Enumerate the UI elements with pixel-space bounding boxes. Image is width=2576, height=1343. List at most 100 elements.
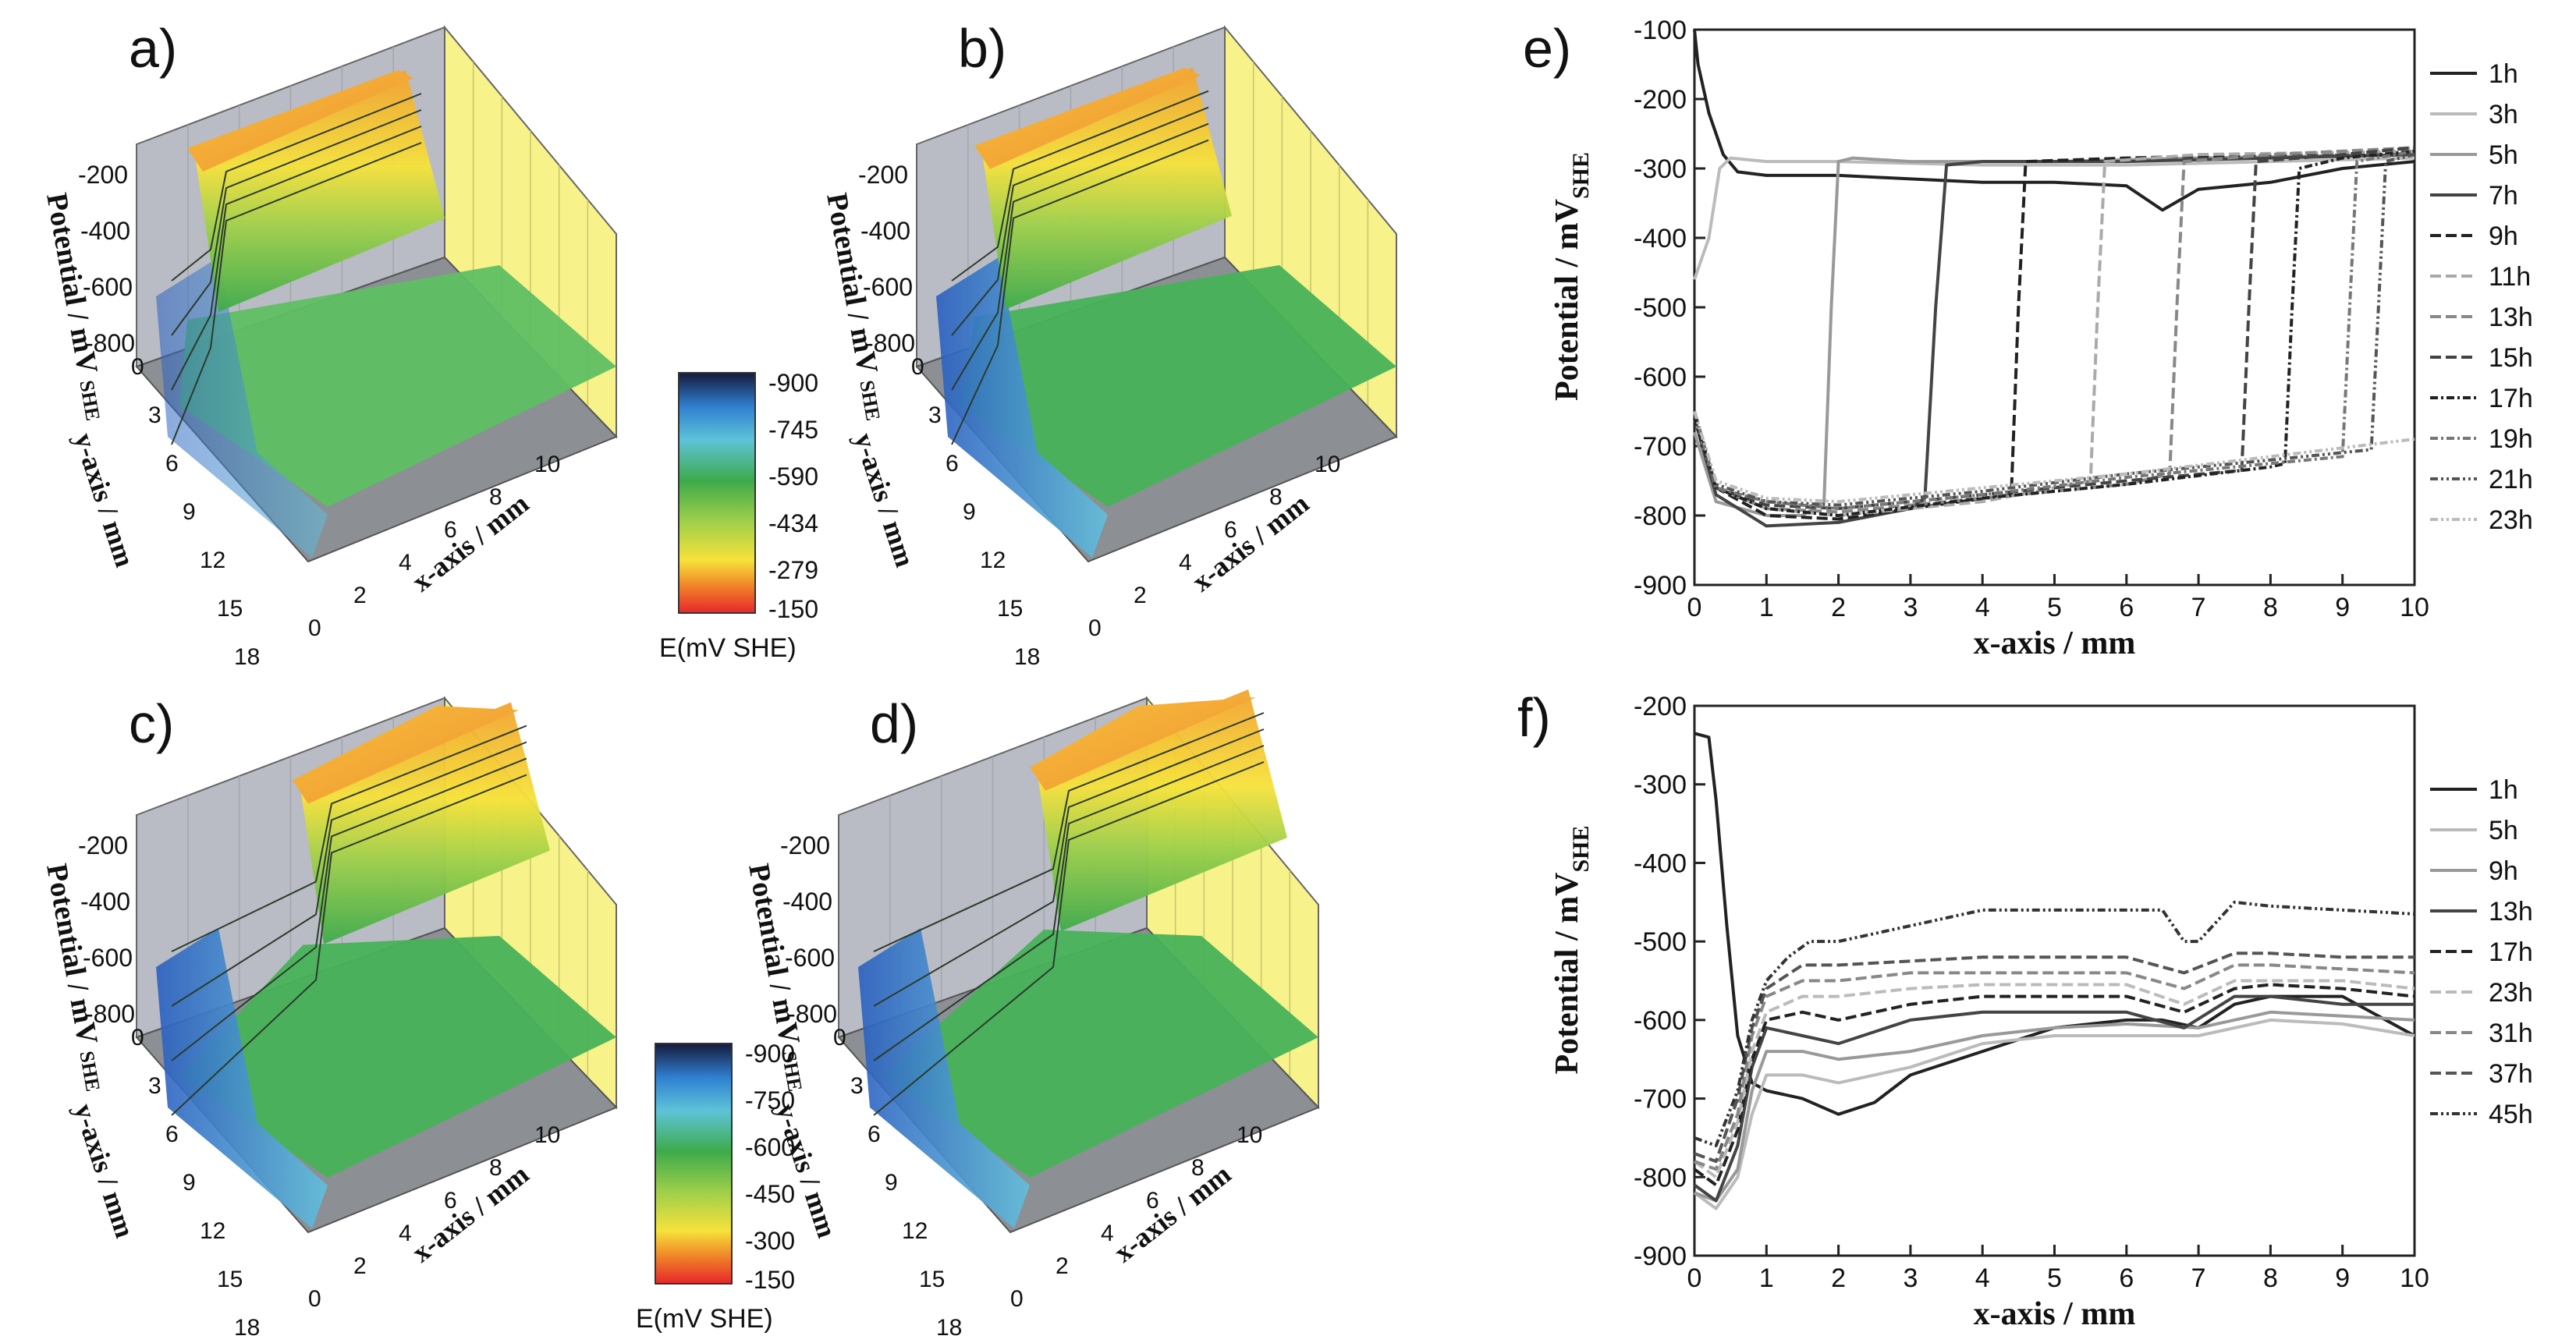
y-tick-label: 0 — [131, 354, 144, 380]
legend-label: 7h — [2489, 181, 2518, 211]
x-tick-label: 6 — [2119, 1263, 2134, 1293]
legend-label: 13h — [2489, 897, 2533, 927]
x-tick-label: 6 — [444, 1188, 457, 1214]
x-tick-label: 0 — [308, 1286, 321, 1312]
z-tick-label: -200 — [78, 831, 128, 859]
y-tick-label: 18 — [234, 1315, 260, 1341]
y-axis-label: Potential / mVSHE — [1549, 826, 1594, 1075]
y-tick-label: 3 — [148, 1073, 161, 1099]
colorbar-1-tick: -590 — [768, 462, 818, 491]
series-line-23h — [1693, 979, 2415, 1179]
y-tick-label: 0 — [131, 1025, 144, 1051]
colorbar-1 — [678, 372, 756, 614]
y-tick-label: 12 — [200, 547, 225, 573]
surface-contour — [951, 139, 1209, 445]
colorbar-1-title: E(mV SHE) — [659, 633, 797, 663]
surface-contour — [171, 725, 527, 952]
x-tick-label: 10 — [1237, 1122, 1262, 1148]
series-line-5h — [1693, 1018, 2415, 1210]
y-tick-label: 9 — [963, 499, 976, 525]
x-tick-label: 10 — [1315, 452, 1340, 477]
x-tick-label: 8 — [2263, 1263, 2278, 1293]
x-tick-label: 0 — [1010, 1286, 1024, 1312]
legend-label: 19h — [2489, 424, 2533, 454]
y-tick-label: 6 — [946, 451, 959, 477]
colorbar-2-tick: -600 — [745, 1133, 795, 1161]
y-tick-label: 9 — [183, 1170, 196, 1196]
x-tick-label: 5 — [2047, 1263, 2062, 1293]
surface-low-region — [858, 928, 1030, 1228]
y-tick-label: 3 — [148, 402, 161, 428]
y-tick-label: -600 — [1634, 1006, 1687, 1036]
y-tick-label: 18 — [234, 644, 260, 670]
x-tick-label: 10 — [2400, 593, 2429, 622]
surface-high-plateau — [1030, 697, 1256, 791]
surface-contour — [171, 741, 527, 1007]
y-tick-label: -200 — [1634, 692, 1687, 721]
legend-label: 13h — [2489, 303, 2533, 332]
y-tick-label: -100 — [1634, 16, 1687, 45]
y-tick-label: 18 — [1014, 644, 1040, 670]
y-tick-label: 15 — [919, 1267, 945, 1292]
surface-contour — [171, 126, 422, 391]
legend-label: 17h — [2489, 937, 2533, 967]
y-tick-label: -400 — [1634, 849, 1687, 878]
colorbar-1-tick: -279 — [768, 556, 818, 584]
y-tick-label: 3 — [928, 402, 942, 428]
z-tick-label: -800 — [865, 329, 915, 357]
y-tick-label: 12 — [200, 1218, 225, 1244]
x-tick-label: 2 — [1831, 1263, 1846, 1293]
surface-contour — [951, 122, 1209, 391]
z-tick-label: -600 — [785, 944, 835, 972]
legend-label: 17h — [2489, 384, 2533, 413]
surface-low-plateau — [179, 265, 616, 507]
legend-label: 1h — [2489, 775, 2518, 805]
x-tick-label: 9 — [2335, 1263, 2350, 1293]
legend-label: 15h — [2489, 343, 2533, 373]
panel-label-f: f) — [1517, 687, 1551, 748]
x-tick-label: 4 — [399, 550, 412, 576]
y-tick-label: -600 — [1634, 363, 1687, 392]
series-line-7h — [1693, 153, 2415, 528]
colorbar-2-tick: -300 — [745, 1227, 795, 1255]
y-tick-label: -200 — [1634, 85, 1687, 115]
series-line-13h — [1693, 146, 2415, 514]
x-tick-label: 2 — [353, 1253, 367, 1279]
y-tick-label: -900 — [1634, 1242, 1687, 1271]
y-tick-label: 9 — [183, 499, 196, 525]
z-tick-label: -400 — [860, 217, 910, 245]
z-tick-label: -400 — [782, 888, 832, 916]
x-tick-label: 4 — [1975, 1263, 1990, 1293]
z-tick-label: -600 — [863, 273, 913, 301]
series-line-1h — [1694, 732, 2415, 1116]
surface-panel-b: Potential / mV SHE-200-400-600-800036912… — [820, 25, 1398, 670]
y-tick-label: 9 — [885, 1170, 898, 1196]
y-tick-label: -500 — [1634, 293, 1687, 323]
x-tick-label: 6 — [1224, 517, 1237, 543]
y-axis-label-sub: SHE — [1568, 152, 1594, 199]
x-axis-label: x-axis / mm — [1974, 625, 2136, 661]
y-tick-label: -300 — [1634, 771, 1687, 800]
legend-label: 1h — [2489, 59, 2518, 89]
surface-contour — [873, 728, 1265, 1007]
surface-high-plateau — [974, 67, 1201, 169]
x-tick-label: 4 — [399, 1221, 412, 1246]
series-line-17h — [1693, 149, 2415, 517]
panel-label-b: b) — [958, 18, 1007, 79]
panel-label-e: e) — [1523, 18, 1572, 79]
x-tick-label: 8 — [2263, 593, 2278, 622]
colorbar-1-tick: -745 — [768, 416, 818, 444]
y-tick-label: 6 — [165, 1122, 179, 1147]
x-tick-label: 1 — [1759, 593, 1774, 622]
z-tick-label: -600 — [83, 273, 133, 301]
legend-label: 21h — [2489, 465, 2533, 494]
surface-contour — [171, 757, 527, 1061]
z-tick-label: -800 — [85, 1000, 135, 1028]
legend-label: 23h — [2489, 978, 2533, 1008]
legend-label: 3h — [2489, 100, 2518, 129]
surface-contour — [951, 90, 1209, 282]
x-tick-label: 4 — [1179, 550, 1192, 576]
y-tick-label: 18 — [936, 1315, 962, 1341]
